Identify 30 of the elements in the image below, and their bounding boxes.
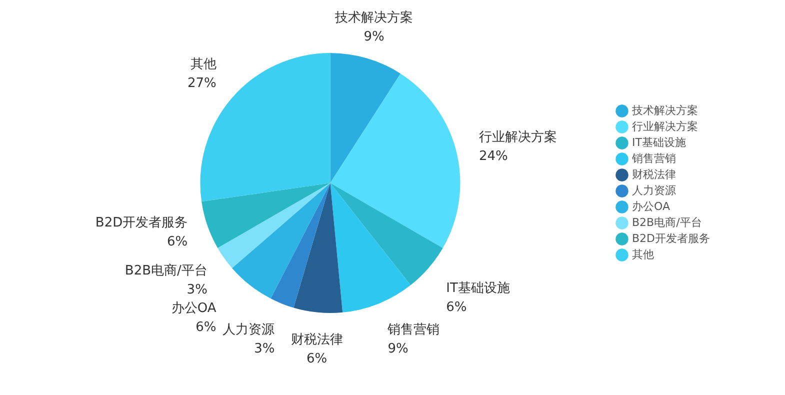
- slice-label: 销售营销: [386, 322, 440, 338]
- slice-label: B2B电商/平台: [124, 264, 208, 279]
- data-label: 6%: [306, 352, 328, 367]
- slice-label: B2D开发者服务: [95, 216, 188, 231]
- legend-label: B2D开发者服务: [632, 232, 710, 245]
- legend-label: 技术解决方案: [630, 104, 698, 117]
- data-label: 24%: [478, 149, 508, 164]
- slice-label: IT基础设施: [446, 280, 510, 296]
- slice-label: 其他: [190, 56, 216, 72]
- data-label: 3%: [254, 341, 275, 356]
- slice-label: 人力资源: [222, 322, 275, 338]
- slice-label: 办公OA: [171, 300, 216, 316]
- slice-label: 技术解决方案: [334, 10, 414, 26]
- legend-label: 财税法律: [632, 168, 676, 181]
- slice-label: 行业解决方案: [478, 129, 557, 146]
- legend-label: 销售营销: [630, 152, 676, 165]
- legend-label: 其他: [632, 248, 654, 261]
- data-label: 3%: [186, 282, 208, 298]
- data-label: 6%: [166, 234, 188, 250]
- legend-label: B2B电商/平台: [632, 216, 702, 229]
- legend-label: 行业解决方案: [632, 120, 698, 133]
- data-label: 27%: [187, 76, 216, 91]
- data-label: 6%: [446, 300, 467, 315]
- data-label: 9%: [388, 341, 408, 356]
- legend-label: 办公OA: [632, 200, 670, 213]
- data-label: 6%: [196, 320, 216, 335]
- data-label: 9%: [364, 30, 384, 45]
- legend-label: 人力资源: [632, 184, 676, 197]
- slice-label: 财税法律: [290, 332, 343, 348]
- legend-label: IT基础设施: [632, 136, 686, 149]
